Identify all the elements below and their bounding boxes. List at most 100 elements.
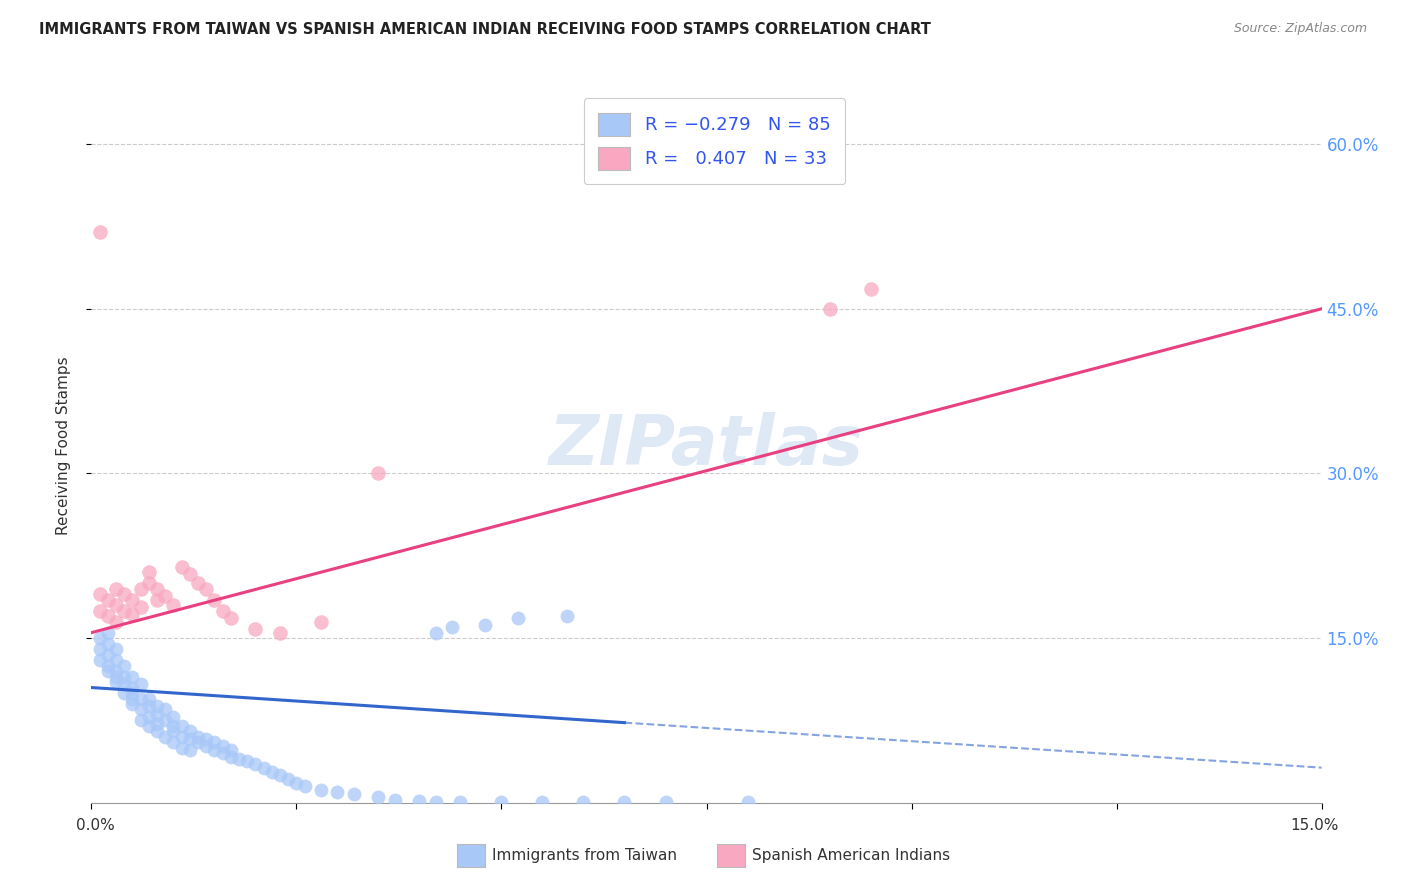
Point bbox=[228, 752, 250, 766]
Point bbox=[195, 582, 218, 596]
Point bbox=[112, 669, 135, 683]
Point bbox=[367, 790, 389, 805]
Point bbox=[179, 743, 201, 757]
Y-axis label: Receiving Food Stamps: Receiving Food Stamps bbox=[56, 357, 70, 535]
Point bbox=[121, 686, 143, 700]
Point bbox=[309, 782, 332, 797]
Point bbox=[112, 658, 135, 673]
Point bbox=[170, 719, 193, 733]
Point bbox=[105, 653, 127, 667]
Point bbox=[187, 735, 209, 749]
Point bbox=[269, 625, 291, 640]
Point bbox=[105, 664, 127, 678]
Point bbox=[211, 739, 233, 753]
Point bbox=[219, 743, 242, 757]
Point bbox=[425, 625, 447, 640]
Point bbox=[818, 301, 841, 316]
Point bbox=[97, 658, 120, 673]
Point bbox=[146, 716, 169, 731]
Text: ZIPatlas: ZIPatlas bbox=[548, 412, 865, 480]
Point bbox=[269, 768, 291, 782]
Point bbox=[89, 631, 111, 645]
Point bbox=[129, 714, 152, 728]
Point bbox=[211, 747, 233, 761]
Point bbox=[153, 730, 177, 744]
Point bbox=[187, 730, 209, 744]
Point bbox=[97, 637, 120, 651]
Point bbox=[211, 604, 233, 618]
Point bbox=[146, 724, 169, 739]
Point bbox=[309, 615, 332, 629]
Point bbox=[367, 467, 389, 481]
Point bbox=[170, 559, 193, 574]
Point bbox=[153, 590, 177, 604]
Text: Spanish American Indians: Spanish American Indians bbox=[752, 848, 950, 863]
Point bbox=[121, 607, 143, 621]
Point bbox=[384, 792, 406, 806]
Point bbox=[129, 702, 152, 716]
Point bbox=[153, 714, 177, 728]
Point bbox=[245, 757, 267, 772]
Point bbox=[441, 620, 464, 634]
Point bbox=[245, 623, 267, 637]
Point bbox=[97, 609, 120, 624]
Point bbox=[129, 677, 152, 691]
Point bbox=[121, 681, 143, 695]
Point bbox=[121, 669, 143, 683]
Point bbox=[105, 598, 127, 612]
Point bbox=[105, 582, 127, 596]
Point bbox=[449, 795, 471, 809]
Point bbox=[170, 740, 193, 755]
Point bbox=[89, 587, 111, 601]
Point bbox=[572, 795, 595, 809]
Point bbox=[112, 677, 135, 691]
Point bbox=[859, 282, 882, 296]
Point bbox=[146, 699, 169, 714]
Point bbox=[162, 724, 184, 739]
Point bbox=[89, 642, 111, 657]
Point bbox=[105, 642, 127, 657]
Point bbox=[555, 609, 578, 624]
Point bbox=[343, 787, 366, 801]
Point bbox=[202, 592, 225, 607]
Point bbox=[129, 582, 152, 596]
Point bbox=[97, 625, 120, 640]
Point bbox=[129, 691, 152, 706]
Point bbox=[474, 618, 496, 632]
Point bbox=[294, 780, 316, 794]
Point bbox=[89, 225, 111, 239]
Point bbox=[129, 600, 152, 615]
Point bbox=[105, 669, 127, 683]
Legend: R = −0.279   N = 85, R =   0.407   N = 33: R = −0.279 N = 85, R = 0.407 N = 33 bbox=[583, 98, 845, 185]
Text: 15.0%: 15.0% bbox=[1291, 818, 1339, 832]
Point bbox=[105, 615, 127, 629]
Point bbox=[506, 611, 529, 625]
Point bbox=[408, 794, 430, 808]
Point bbox=[153, 702, 177, 716]
Point bbox=[654, 795, 676, 809]
Point bbox=[179, 724, 201, 739]
Text: Immigrants from Taiwan: Immigrants from Taiwan bbox=[492, 848, 678, 863]
Point bbox=[531, 795, 554, 809]
Point bbox=[138, 710, 160, 724]
Point bbox=[170, 730, 193, 744]
Point bbox=[195, 732, 218, 747]
Point bbox=[112, 604, 135, 618]
Point bbox=[146, 582, 169, 596]
Point bbox=[121, 691, 143, 706]
Point bbox=[97, 648, 120, 662]
Point bbox=[737, 795, 759, 809]
Point bbox=[89, 653, 111, 667]
Point bbox=[162, 735, 184, 749]
Point bbox=[138, 691, 160, 706]
Point bbox=[179, 567, 201, 582]
Point bbox=[97, 592, 120, 607]
Point bbox=[613, 795, 636, 809]
Point bbox=[260, 765, 283, 780]
Point bbox=[202, 743, 225, 757]
Point bbox=[97, 664, 120, 678]
Point bbox=[253, 761, 276, 775]
Point bbox=[326, 785, 349, 799]
Point bbox=[187, 576, 209, 591]
Text: IMMIGRANTS FROM TAIWAN VS SPANISH AMERICAN INDIAN RECEIVING FOOD STAMPS CORRELAT: IMMIGRANTS FROM TAIWAN VS SPANISH AMERIC… bbox=[39, 22, 931, 37]
